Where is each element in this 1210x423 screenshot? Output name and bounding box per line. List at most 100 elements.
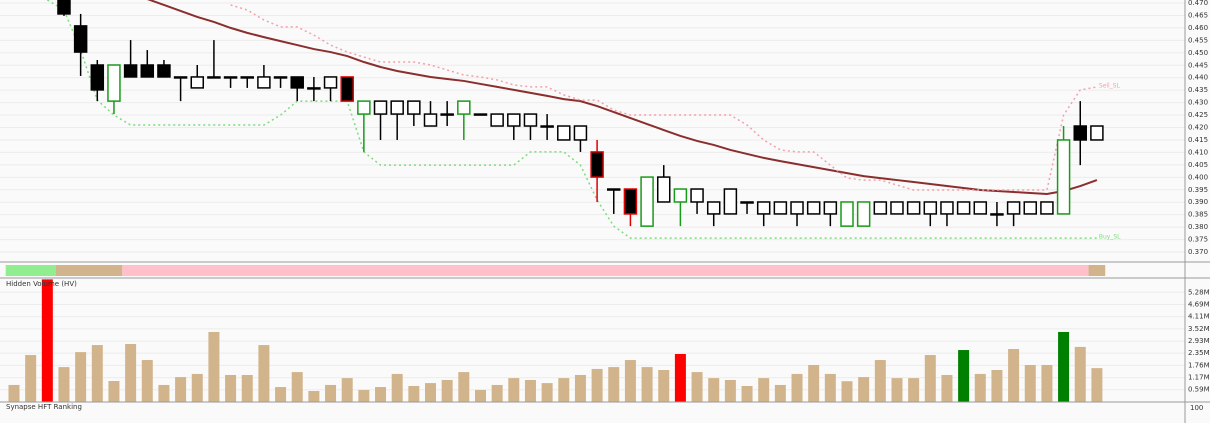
volume-bar — [391, 373, 403, 402]
candle-body — [423, 113, 438, 127]
candle-body — [90, 64, 105, 91]
volume-title: Hidden Volume (HV) — [6, 280, 77, 288]
y-tick-label: 0.395 — [1188, 186, 1208, 194]
volume-bar — [858, 377, 870, 402]
y-tick-label: 0.465 — [1188, 11, 1208, 19]
volume-bar — [624, 360, 636, 402]
ranking-value: 100 — [1190, 404, 1203, 412]
volume-bar — [1024, 365, 1036, 402]
volume-bar — [1041, 365, 1053, 402]
volume-bar — [691, 372, 703, 402]
volume-bar — [958, 350, 970, 402]
y-tick-label: 4.69M — [1188, 301, 1210, 309]
volume-bar — [441, 379, 453, 402]
candle-body — [523, 113, 538, 127]
indicator-line — [230, 4, 1098, 191]
volume-bar — [591, 368, 603, 402]
volume-bar — [1008, 349, 1020, 402]
y-tick-label: 0.445 — [1188, 61, 1208, 69]
y-tick-label: 0.440 — [1188, 74, 1208, 82]
ranking-band — [55, 265, 123, 276]
volume-bar — [275, 387, 287, 402]
volume-bar — [908, 378, 920, 402]
volume-bar — [8, 384, 20, 402]
candle-body — [107, 64, 121, 102]
volume-bar — [574, 374, 586, 402]
price-pane — [0, 0, 1185, 253]
candle-body — [257, 76, 271, 89]
volume-bar — [125, 344, 137, 402]
candle-body — [640, 176, 654, 227]
candle-body — [340, 76, 354, 102]
volume-bar — [25, 355, 37, 402]
y-tick-label: 1.76M — [1188, 361, 1210, 369]
candle-body — [190, 76, 205, 89]
y-tick-label: 0.455 — [1188, 36, 1208, 44]
volume-bar — [641, 367, 653, 402]
candle-body — [1023, 201, 1038, 215]
candle-body — [557, 125, 571, 141]
candle-body — [507, 113, 521, 127]
volume-bar — [558, 378, 570, 402]
volume-bar — [841, 381, 853, 402]
volume-bar — [991, 369, 1003, 402]
volume-bar — [408, 385, 420, 402]
volume-bar — [91, 345, 103, 402]
candle-body — [490, 113, 504, 127]
volume-bar — [358, 389, 370, 402]
volume-bar — [241, 374, 253, 402]
volume-bar — [1058, 331, 1070, 402]
volume-bar — [258, 345, 270, 402]
volume-bar — [608, 367, 620, 402]
volume-bar — [425, 383, 436, 402]
ranking-band — [1088, 265, 1106, 276]
volume-bar — [141, 360, 153, 402]
volume-bar — [524, 379, 536, 402]
line-label: Buy_SL — [1099, 234, 1121, 241]
candle-body — [940, 201, 954, 215]
volume-bar — [741, 385, 753, 402]
candle-body — [590, 151, 604, 178]
y-tick-label: 0.450 — [1188, 49, 1208, 57]
y-tick-label: 0.470 — [1188, 0, 1208, 7]
candle-body — [223, 76, 238, 79]
candle-body — [906, 201, 921, 215]
candle-body — [740, 201, 754, 204]
candle-body — [173, 76, 188, 79]
candle-body — [823, 201, 838, 215]
candle-body — [690, 188, 704, 203]
candle-body — [1006, 201, 1021, 215]
ranking-band — [5, 265, 56, 276]
candle-body — [123, 64, 138, 78]
candle-body — [956, 201, 971, 215]
volume-bar — [974, 373, 986, 402]
y-tick-label: 4.11M — [1188, 313, 1210, 321]
volume-bar — [924, 355, 936, 402]
y-tick-label: 5.28M — [1188, 288, 1210, 296]
volume-bar — [724, 379, 736, 402]
candle-body — [706, 201, 721, 215]
volume-bar — [941, 374, 953, 402]
volume-bar — [774, 384, 786, 402]
y-tick-label: 0.380 — [1188, 223, 1208, 231]
candle-body — [1073, 125, 1087, 141]
candle-body — [390, 100, 404, 115]
candle-body — [73, 25, 88, 53]
volume-bar — [541, 383, 553, 402]
y-tick-label: 0.415 — [1188, 136, 1208, 144]
y-tick-label: 2.35M — [1188, 349, 1210, 357]
candle-body — [623, 188, 638, 215]
volume-bar — [508, 378, 520, 402]
volume-bar — [341, 378, 353, 402]
y-tick-label: 3.52M — [1188, 325, 1210, 333]
y-tick-label: 0.410 — [1188, 148, 1208, 156]
y-tick-label: 0.425 — [1188, 111, 1208, 119]
y-tick-label: 0.370 — [1188, 248, 1208, 256]
candle-body — [973, 201, 988, 215]
volume-bar — [108, 381, 120, 402]
volume-bar — [758, 378, 770, 402]
candle-body — [790, 201, 804, 215]
candle-body — [307, 87, 321, 90]
candle-body — [873, 201, 888, 215]
